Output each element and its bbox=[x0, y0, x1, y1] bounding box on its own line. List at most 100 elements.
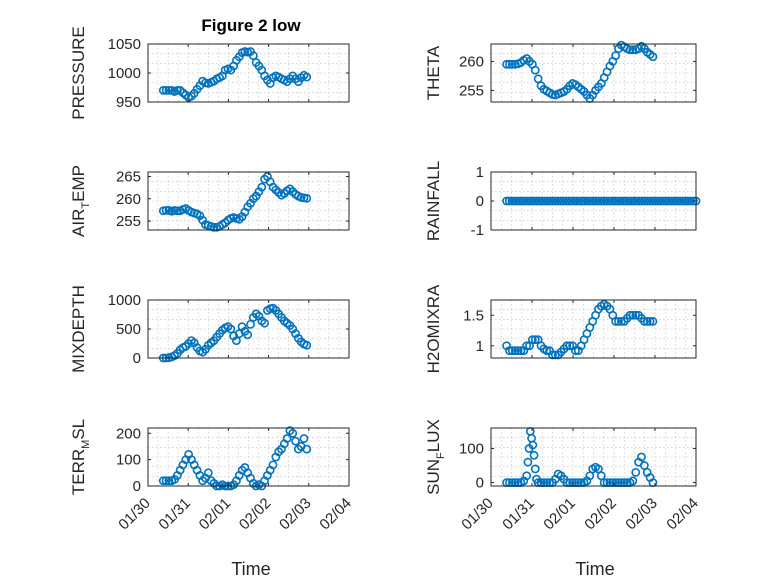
data-point bbox=[618, 196, 628, 206]
data-point bbox=[504, 196, 514, 206]
series-markers bbox=[158, 303, 312, 363]
subplot-sun-flux: 0 100 01/30 01/31 02/01 02/02 02/03 02/04 SUNFLU… bbox=[424, 419, 702, 533]
y-axis-label: SUNFLUX bbox=[424, 419, 447, 495]
x-tick-label: 01/31 bbox=[499, 495, 538, 534]
data-point bbox=[510, 196, 520, 206]
data-point bbox=[607, 196, 617, 206]
data-point bbox=[556, 196, 566, 206]
data-point bbox=[302, 193, 312, 203]
series-markers bbox=[158, 47, 312, 102]
data-point bbox=[528, 335, 537, 345]
data-point bbox=[507, 196, 517, 206]
data-point bbox=[669, 196, 679, 206]
subplot-air-temp: 255 260 265 AIRTEMP bbox=[69, 165, 350, 237]
data-point bbox=[602, 196, 612, 206]
x-tick-label: 02/03 bbox=[622, 495, 661, 534]
data-point bbox=[515, 196, 525, 206]
data-point bbox=[661, 196, 671, 206]
data-point bbox=[550, 196, 560, 206]
axes-box bbox=[147, 427, 350, 487]
data-point bbox=[664, 196, 674, 206]
y-tick-label: 255 bbox=[116, 213, 141, 230]
data-point bbox=[621, 196, 631, 206]
data-point bbox=[591, 196, 601, 206]
data-point bbox=[531, 196, 541, 206]
data-point bbox=[567, 196, 576, 206]
data-point bbox=[548, 196, 557, 206]
data-point bbox=[610, 196, 620, 206]
data-point bbox=[656, 196, 666, 206]
grid bbox=[491, 44, 696, 102]
data-point bbox=[561, 196, 571, 206]
data-point bbox=[542, 346, 552, 356]
data-point bbox=[260, 318, 269, 328]
data-point bbox=[523, 457, 533, 467]
y-tick-label: 950 bbox=[116, 94, 141, 111]
data-point bbox=[548, 350, 557, 360]
data-point bbox=[580, 196, 590, 206]
data-point bbox=[268, 460, 278, 470]
data-point bbox=[611, 51, 621, 60]
data-point bbox=[562, 341, 572, 351]
series-markers bbox=[158, 172, 312, 232]
data-point bbox=[161, 86, 171, 95]
data-point bbox=[659, 196, 668, 206]
data-point bbox=[172, 206, 182, 216]
y-tick-label: 0 bbox=[133, 478, 141, 495]
data-point bbox=[628, 310, 638, 320]
data-point bbox=[533, 74, 543, 84]
axes-box bbox=[490, 43, 697, 103]
data-point bbox=[605, 196, 614, 206]
data-point bbox=[648, 196, 658, 206]
data-point bbox=[645, 316, 655, 326]
y-axis-label: THETA bbox=[424, 45, 443, 100]
data-point bbox=[628, 476, 638, 486]
data-point bbox=[164, 476, 174, 486]
y-tick-label: -1 bbox=[471, 222, 484, 239]
data-point bbox=[534, 196, 544, 206]
data-point bbox=[642, 316, 652, 326]
axes-box bbox=[490, 299, 697, 359]
series-markers bbox=[502, 299, 658, 360]
y-axis-label: AIRTEMP bbox=[69, 165, 92, 237]
y-tick-label: 0 bbox=[476, 193, 484, 210]
subplot-theta: 255 260 THETA bbox=[424, 40, 697, 103]
x-axis-label-right: Time bbox=[575, 559, 614, 579]
data-point bbox=[626, 196, 636, 206]
y-tick-label: 200 bbox=[116, 425, 141, 442]
y-tick-label: 1050 bbox=[108, 36, 141, 53]
y-tick-label: 100 bbox=[116, 452, 141, 469]
data-point bbox=[628, 45, 638, 55]
data-point bbox=[530, 65, 540, 75]
y-axis-label: PRESSURE bbox=[69, 26, 88, 120]
data-point bbox=[523, 196, 533, 206]
y-tick-label: 1 bbox=[476, 164, 484, 181]
data-point bbox=[680, 196, 690, 206]
data-point bbox=[530, 335, 540, 345]
data-point bbox=[675, 196, 685, 206]
data-point bbox=[510, 346, 520, 356]
y-axis-label: H2OMIXRA bbox=[424, 284, 443, 373]
data-point bbox=[291, 436, 300, 446]
axes-box bbox=[147, 171, 350, 231]
data-point bbox=[667, 196, 677, 206]
data-point bbox=[526, 196, 536, 206]
data-point bbox=[583, 196, 593, 206]
data-point bbox=[542, 196, 552, 206]
series-markers bbox=[502, 40, 658, 103]
data-point bbox=[642, 196, 652, 206]
data-point bbox=[572, 196, 582, 206]
data-point bbox=[613, 196, 622, 206]
data-point bbox=[518, 196, 528, 206]
data-point bbox=[302, 72, 312, 82]
data-point bbox=[672, 196, 682, 206]
y-tick-label: 0 bbox=[476, 475, 484, 492]
data-point bbox=[683, 196, 693, 206]
data-point bbox=[575, 196, 585, 206]
data-point bbox=[678, 196, 687, 206]
data-point bbox=[588, 196, 598, 206]
y-tick-label: 1.5 bbox=[463, 307, 484, 324]
data-point bbox=[302, 444, 312, 454]
data-point bbox=[625, 45, 635, 55]
